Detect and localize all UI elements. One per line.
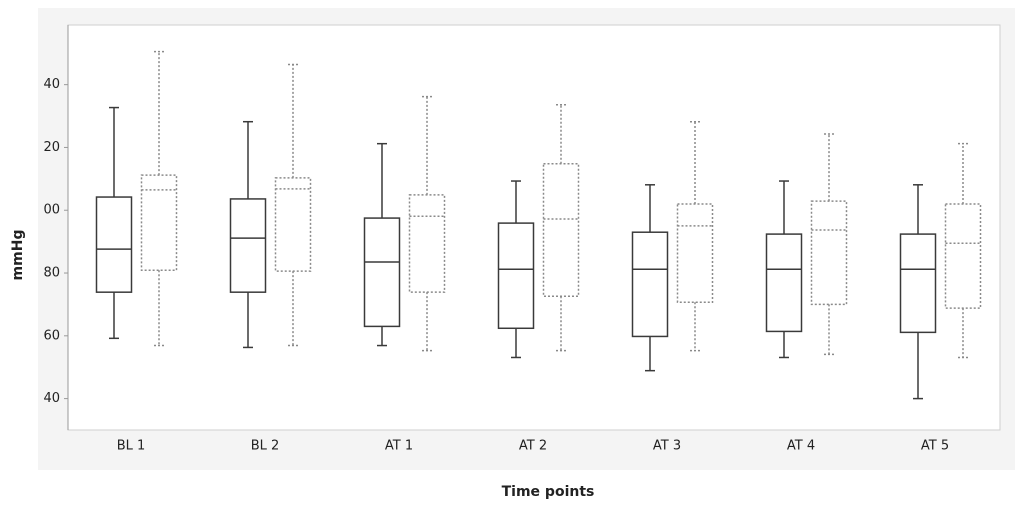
y-tick-label: 00 [43, 203, 60, 218]
y-tick-label: 20 [43, 140, 60, 155]
y-axis-title: mmHg [10, 230, 26, 281]
box [810, 200, 848, 306]
box [899, 233, 937, 334]
box [497, 222, 535, 330]
box [95, 196, 133, 293]
y-tick-label: 60 [43, 328, 60, 343]
box [542, 163, 580, 298]
y-tick-label: 80 [43, 266, 60, 281]
x-tick-label: BL 2 [251, 439, 280, 454]
box [408, 194, 446, 293]
x-tick-label: AT 2 [519, 439, 547, 454]
box [676, 203, 714, 303]
box [944, 203, 982, 309]
y-tick-label: 40 [43, 391, 60, 406]
y-tick-label: 40 [43, 77, 60, 92]
box [631, 231, 669, 338]
box [274, 177, 312, 272]
x-tick-label: AT 5 [921, 439, 949, 454]
x-tick-label: AT 3 [653, 439, 681, 454]
box [140, 174, 178, 271]
x-axis-title: Time points [502, 484, 595, 500]
x-tick-label: BL 1 [117, 439, 146, 454]
box [363, 217, 401, 328]
box [229, 198, 267, 293]
x-tick-label: AT 4 [787, 439, 815, 454]
box [765, 233, 803, 333]
x-tick-label: AT 1 [385, 439, 413, 454]
